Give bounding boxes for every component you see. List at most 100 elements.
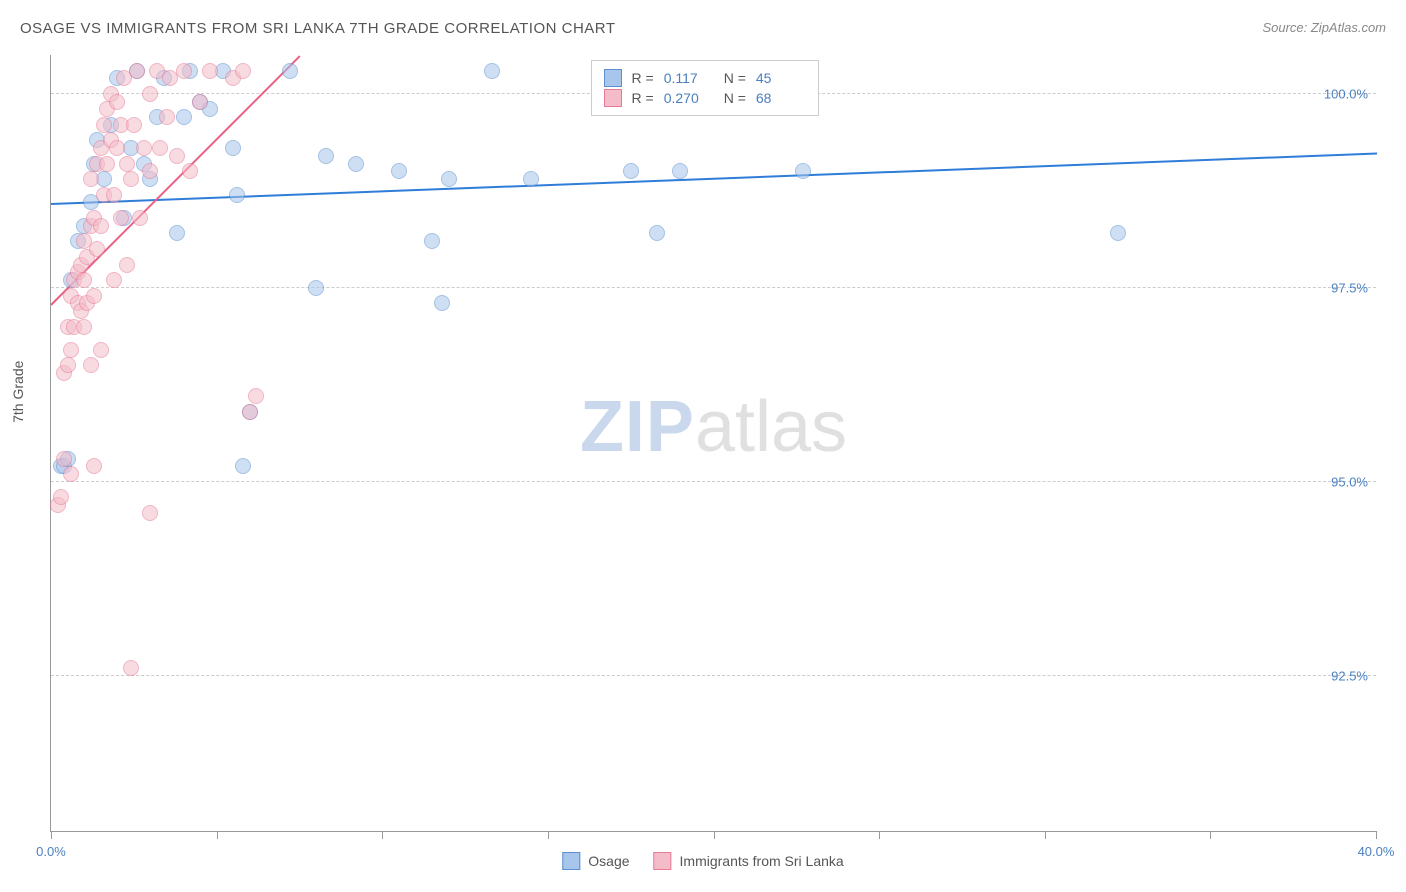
data-point-osage <box>523 171 539 187</box>
legend-item: Immigrants from Sri Lanka <box>654 852 844 870</box>
data-point-srilanka <box>83 357 99 373</box>
y-tick-label: 92.5% <box>1331 668 1368 683</box>
legend-r-value: 0.117 <box>664 70 714 86</box>
data-point-srilanka <box>76 319 92 335</box>
legend-stats: R = 0.117 N = 45R = 0.270 N = 68 <box>591 60 819 116</box>
data-point-osage <box>484 63 500 79</box>
data-point-osage <box>176 109 192 125</box>
data-point-srilanka <box>123 171 139 187</box>
data-point-srilanka <box>60 357 76 373</box>
legend-swatch <box>562 852 580 870</box>
data-point-srilanka <box>99 156 115 172</box>
data-point-srilanka <box>136 140 152 156</box>
data-point-osage <box>441 171 457 187</box>
data-point-srilanka <box>129 63 145 79</box>
legend-swatch <box>654 852 672 870</box>
data-point-srilanka <box>93 218 109 234</box>
legend-stat-row: R = 0.117 N = 45 <box>604 69 806 87</box>
data-point-srilanka <box>242 404 258 420</box>
data-point-srilanka <box>159 109 175 125</box>
legend-n-value: 68 <box>756 90 806 106</box>
gridline <box>51 675 1376 676</box>
legend-stat-row: R =0.270N =68 <box>604 89 806 107</box>
data-point-osage <box>169 225 185 241</box>
legend-swatch <box>604 69 622 87</box>
data-point-srilanka <box>83 171 99 187</box>
data-point-osage <box>391 163 407 179</box>
data-point-osage <box>649 225 665 241</box>
x-tick <box>382 831 383 839</box>
y-tick-label: 100.0% <box>1324 86 1368 101</box>
data-point-srilanka <box>169 148 185 164</box>
data-point-srilanka <box>142 163 158 179</box>
x-tick <box>1045 831 1046 839</box>
legend-swatch <box>604 89 622 107</box>
gridline <box>51 481 1376 482</box>
data-point-srilanka <box>202 63 218 79</box>
data-point-srilanka <box>96 117 112 133</box>
data-point-osage <box>623 163 639 179</box>
data-point-srilanka <box>248 388 264 404</box>
data-point-srilanka <box>142 505 158 521</box>
watermark-part1: ZIP <box>580 387 695 467</box>
data-point-osage <box>318 148 334 164</box>
legend-label: Osage <box>588 853 629 869</box>
data-point-osage <box>225 140 241 156</box>
data-point-osage <box>424 233 440 249</box>
data-point-srilanka <box>106 187 122 203</box>
data-point-srilanka <box>63 466 79 482</box>
data-point-srilanka <box>76 272 92 288</box>
x-tick <box>1210 831 1211 839</box>
data-point-srilanka <box>89 241 105 257</box>
x-tick <box>217 831 218 839</box>
plot-area: ZIPatlas 92.5%95.0%97.5%100.0%0.0%40.0% <box>50 55 1376 832</box>
data-point-osage <box>348 156 364 172</box>
legend-item: Osage <box>562 852 629 870</box>
data-point-srilanka <box>182 163 198 179</box>
x-tick <box>714 831 715 839</box>
data-point-srilanka <box>176 63 192 79</box>
legend-n-value: 45 <box>756 70 806 86</box>
data-point-srilanka <box>142 86 158 102</box>
watermark: ZIPatlas <box>580 386 847 468</box>
data-point-srilanka <box>86 458 102 474</box>
source-attribution: Source: ZipAtlas.com <box>1262 20 1386 35</box>
data-point-srilanka <box>123 660 139 676</box>
legend-series: Osage Immigrants from Sri Lanka <box>562 852 843 870</box>
data-point-srilanka <box>126 117 142 133</box>
y-tick-label: 97.5% <box>1331 280 1368 295</box>
watermark-part2: atlas <box>695 387 847 467</box>
data-point-srilanka <box>119 257 135 273</box>
data-point-srilanka <box>109 140 125 156</box>
x-tick <box>51 831 52 839</box>
data-point-srilanka <box>86 288 102 304</box>
data-point-srilanka <box>93 342 109 358</box>
data-point-srilanka <box>53 489 69 505</box>
x-tick-label: 0.0% <box>36 844 66 859</box>
legend-n-label: N = <box>724 90 746 106</box>
data-point-srilanka <box>109 94 125 110</box>
data-point-osage <box>308 280 324 296</box>
data-point-osage <box>282 63 298 79</box>
data-point-srilanka <box>63 342 79 358</box>
data-point-osage <box>1110 225 1126 241</box>
legend-r-value: 0.270 <box>664 90 714 106</box>
data-point-osage <box>434 295 450 311</box>
y-axis-label: 7th Grade <box>10 361 26 423</box>
x-tick-label: 40.0% <box>1358 844 1395 859</box>
data-point-osage <box>229 187 245 203</box>
data-point-osage <box>235 458 251 474</box>
data-point-srilanka <box>106 272 122 288</box>
data-point-osage <box>672 163 688 179</box>
data-point-srilanka <box>113 210 129 226</box>
x-tick <box>1376 831 1377 839</box>
gridline <box>51 287 1376 288</box>
legend-n-label: N = <box>724 70 746 86</box>
legend-r-label: R = <box>632 70 654 86</box>
y-tick-label: 95.0% <box>1331 474 1368 489</box>
trend-line-osage <box>51 152 1377 205</box>
data-point-srilanka <box>235 63 251 79</box>
chart-title: OSAGE VS IMMIGRANTS FROM SRI LANKA 7TH G… <box>20 20 616 37</box>
data-point-srilanka <box>192 94 208 110</box>
data-point-srilanka <box>132 210 148 226</box>
